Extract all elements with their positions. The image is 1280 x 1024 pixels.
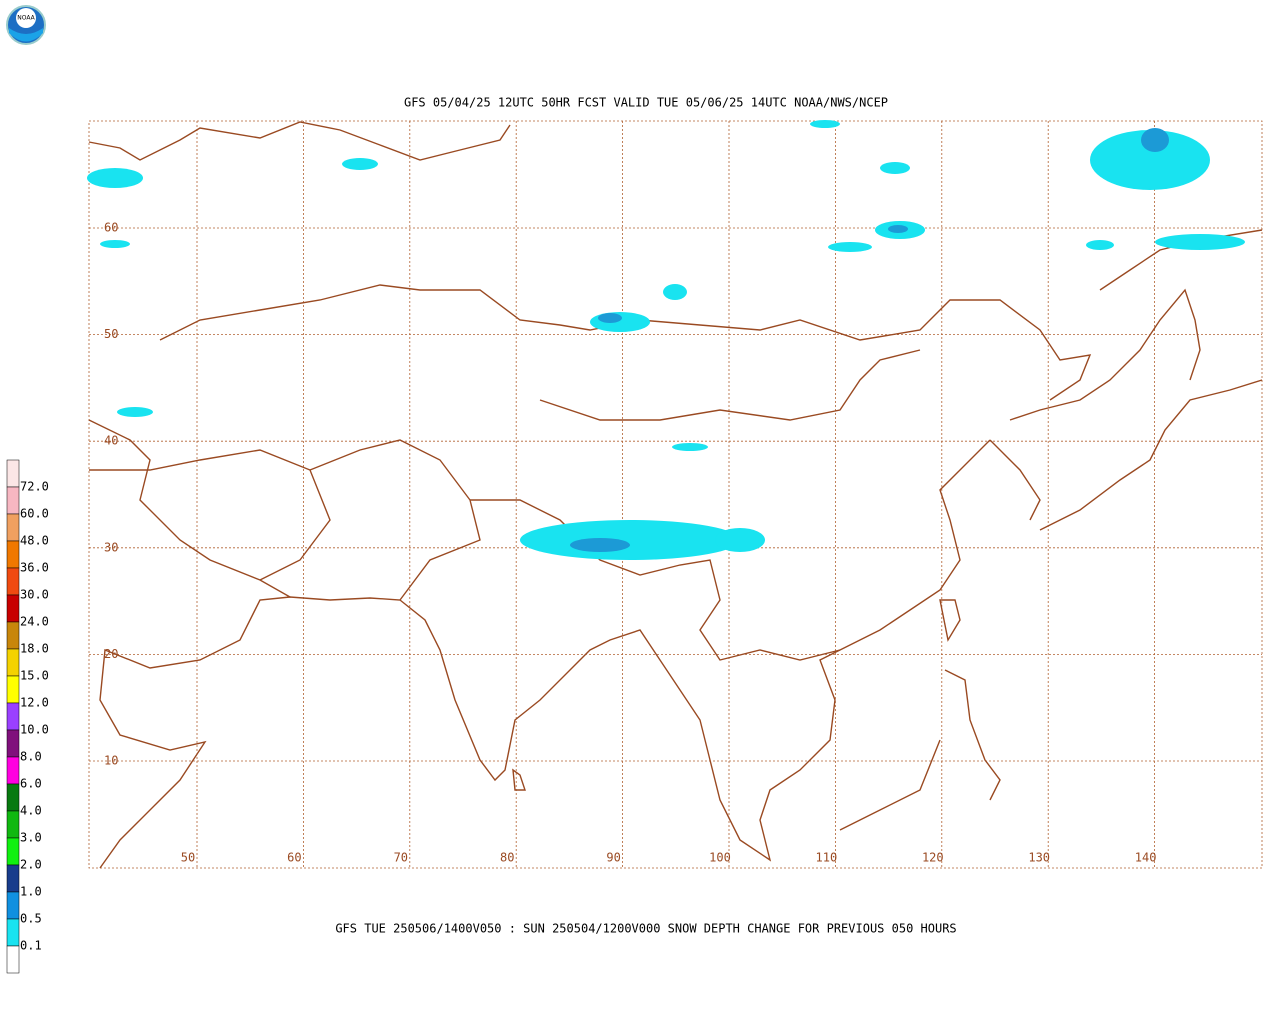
snow-patches bbox=[87, 120, 1245, 560]
legend-label: 10.0 bbox=[20, 723, 49, 737]
legend-swatch bbox=[6, 756, 20, 785]
legend-swatch bbox=[6, 540, 20, 569]
legend-label: 4.0 bbox=[20, 804, 42, 818]
legend-swatch bbox=[6, 837, 20, 866]
longitude-label: 90 bbox=[606, 851, 620, 865]
latitude-label: 60 bbox=[104, 221, 118, 235]
legend-label: 72.0 bbox=[20, 480, 49, 494]
legend-swatch bbox=[6, 459, 20, 488]
legend-label: 12.0 bbox=[20, 696, 49, 710]
legend-swatch bbox=[6, 702, 20, 731]
legend-label: 15.0 bbox=[20, 669, 49, 683]
longitude-label: 60 bbox=[287, 851, 301, 865]
legend-swatch bbox=[6, 918, 20, 947]
legend-swatch bbox=[6, 486, 20, 515]
legend-label: 36.0 bbox=[20, 561, 49, 575]
legend-label: 24.0 bbox=[20, 615, 49, 629]
legend-swatch bbox=[6, 729, 20, 758]
map-frame bbox=[88, 120, 1263, 869]
longitude-label: 50 bbox=[181, 851, 195, 865]
longitude-label: 130 bbox=[1028, 851, 1050, 865]
longitude-label: 110 bbox=[816, 851, 838, 865]
legend-label: 3.0 bbox=[20, 831, 42, 845]
map-caption: GFS TUE 250506/1400V050 : SUN 250504/120… bbox=[335, 922, 956, 936]
legend-label: 8.0 bbox=[20, 750, 42, 764]
longitude-label: 70 bbox=[394, 851, 408, 865]
legend-swatch bbox=[6, 891, 20, 920]
longitude-label: 100 bbox=[709, 851, 731, 865]
legend-swatch bbox=[6, 810, 20, 839]
legend-label: 60.0 bbox=[20, 507, 49, 521]
coastlines bbox=[88, 121, 1263, 869]
legend-label: 48.0 bbox=[20, 534, 49, 548]
legend: 72.0 60.0 48.0 36.0 30.0 24.0 18.0 15.0 12.0 10.0… bbox=[6, 459, 49, 974]
legend-label: 2.0 bbox=[20, 858, 42, 872]
legend-swatch bbox=[6, 567, 20, 596]
latitude-label: 10 bbox=[104, 754, 118, 768]
longitude-label: 120 bbox=[922, 851, 944, 865]
legend-swatch bbox=[6, 513, 20, 542]
map-title: GFS 05/04/25 12UTC 50HR FCST VALID TUE 0… bbox=[404, 96, 888, 110]
latitude-label: 30 bbox=[104, 540, 118, 554]
longitude-label: 140 bbox=[1135, 851, 1157, 865]
legend-swatch bbox=[6, 648, 20, 677]
legend-swatch bbox=[6, 621, 20, 650]
legend-label: 0.1 bbox=[20, 939, 42, 953]
legend-label: 0.5 bbox=[20, 912, 42, 926]
legend-label: 1.0 bbox=[20, 885, 42, 899]
logo-text: NOAA bbox=[17, 15, 35, 22]
legend-label: 18.0 bbox=[20, 642, 49, 656]
longitude-label: 80 bbox=[500, 851, 514, 865]
noaa-logo: NOAA bbox=[6, 5, 46, 45]
latitude-label: 40 bbox=[104, 434, 118, 448]
legend-label: 6.0 bbox=[20, 777, 42, 791]
legend-swatch bbox=[6, 783, 20, 812]
legend-label: 30.0 bbox=[20, 588, 49, 602]
legend-swatch bbox=[6, 594, 20, 623]
legend-swatch bbox=[6, 945, 20, 974]
legend-swatch bbox=[6, 864, 20, 893]
latitude-label: 50 bbox=[104, 327, 118, 341]
legend-swatch bbox=[6, 675, 20, 704]
